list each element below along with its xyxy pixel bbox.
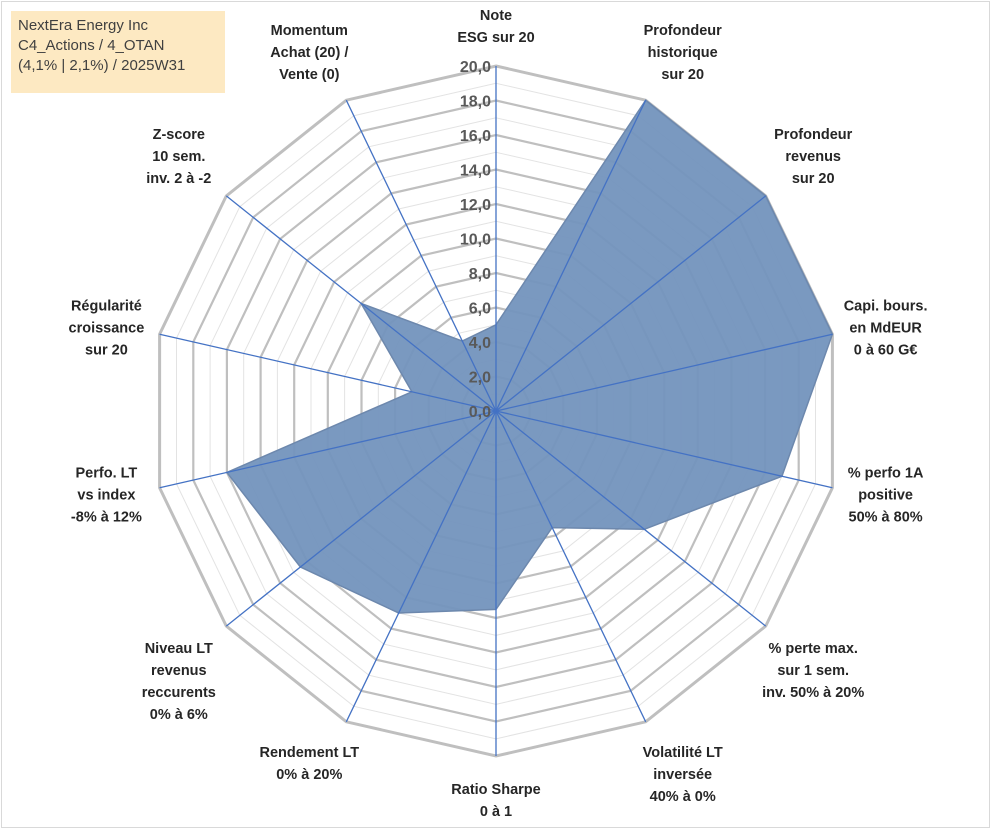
axis-spoke: [225, 410, 497, 627]
axis-spoke: [495, 410, 647, 723]
axis-label: Perfo. LT vs index -8% à 12%: [71, 465, 142, 525]
title-line-2: C4_Actions / 4_OTAN: [18, 37, 165, 54]
title-line-1: NextEra Energy Inc: [18, 17, 149, 34]
axis-spoke: [159, 410, 497, 489]
axis-label: Ratio Sharpe 0 à 1: [451, 782, 540, 820]
axis-spoke: [159, 333, 497, 412]
tick-label: 12,0: [460, 197, 491, 214]
radar-tick-labels: 0,0 2,0 4,0 6,0 8,0 10,0 12,0 14,0 16,0 18,0 20,0: [460, 59, 491, 421]
axis-label: % perte max. sur 1 sem. inv. 50% à 20%: [762, 641, 864, 701]
tick-label: 20,0: [460, 59, 491, 76]
tick-label: 14,0: [460, 163, 491, 180]
tick-label: 0,0: [469, 404, 491, 421]
axis-label: Capi. bours. en MdEUR 0 à 60 G€: [844, 299, 928, 359]
axis-label: Profondeur historique sur 20: [644, 23, 722, 83]
tick-label: 16,0: [460, 128, 491, 145]
title-line-3: (4,1% | 2,1%) / 2025W31: [18, 57, 186, 74]
tick-label: 6,0: [469, 301, 491, 318]
tick-label: 10,0: [460, 232, 491, 249]
tick-label: 2,0: [469, 370, 491, 387]
axis-label: Momentum Achat (20) / Vente (0): [270, 23, 348, 83]
axis-label: Rendement LT 0% à 20%: [259, 745, 359, 783]
axis-label: Z-score 10 sem. inv. 2 à -2: [146, 127, 211, 187]
axis-spoke: [495, 333, 833, 412]
axis-spoke: [495, 99, 647, 412]
axis-label: Profondeur revenus sur 20: [774, 127, 852, 187]
tick-label: 18,0: [460, 94, 491, 111]
axis-spoke: [495, 410, 767, 627]
axis-spoke: [345, 99, 497, 412]
axis-spoke: [495, 195, 767, 412]
radar-spokes: [159, 66, 833, 756]
chart-title-box: NextEra Energy Inc C4_Actions / 4_OTAN (…: [11, 11, 225, 93]
tick-label: 4,0: [469, 335, 491, 352]
axis-spoke: [495, 410, 833, 489]
radar-axis-labels: Note ESG sur 20 Profondeur historique sur 20…: [69, 8, 928, 820]
axis-label: Régularité croissance sur 20: [69, 299, 145, 359]
axis-label: Volatilité LT inversée 40% à 0%: [643, 745, 723, 805]
axis-label: % perfo 1A positive 50% à 80%: [848, 465, 924, 525]
axis-label: Note ESG sur 20: [457, 8, 534, 46]
axis-spoke: [225, 195, 497, 412]
tick-label: 8,0: [469, 266, 491, 283]
axis-spoke: [345, 410, 497, 723]
axis-label: Niveau LT revenus reccurents 0% à 6%: [142, 641, 216, 723]
